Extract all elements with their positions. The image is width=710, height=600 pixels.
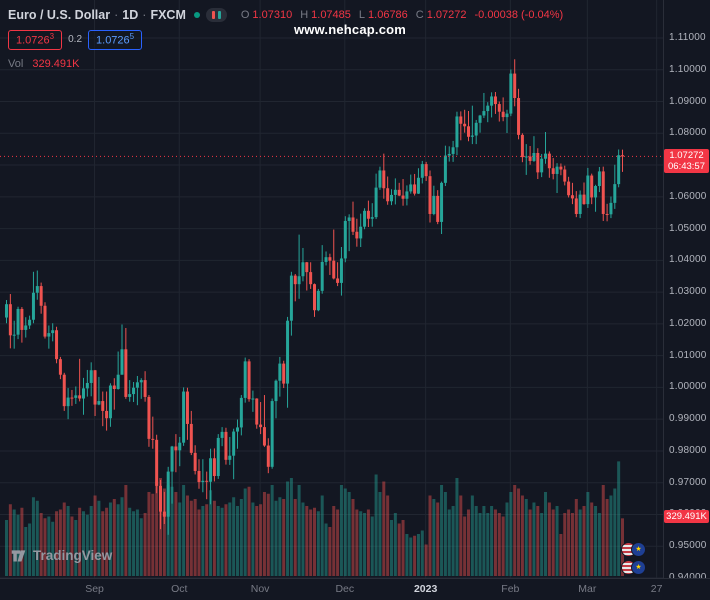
close-label: C — [415, 9, 424, 21]
volume-value: 329.491K — [32, 57, 80, 70]
mini-bar-up-icon — [217, 11, 221, 19]
market-status-icon[interactable] — [193, 12, 200, 18]
price-tick-label: 0.97000 — [669, 476, 707, 488]
last-price-value: 1.07272 — [669, 150, 704, 162]
volume-legend[interactable]: Vol 329.491K — [8, 58, 563, 70]
price-tick-label: 1.04000 — [669, 254, 707, 266]
separator: · — [142, 8, 147, 22]
volume-axis-label: 329.491K — [664, 510, 709, 524]
sell-price-pip: 3 — [49, 32, 55, 41]
price-tick-label: 1.08000 — [669, 127, 707, 139]
exchange-label: FXCM — [150, 8, 186, 22]
eu-flag-icon: ★ — [631, 542, 646, 557]
price-tick-label: 1.05000 — [669, 222, 707, 234]
buy-price-button[interactable]: 1.07265 — [88, 30, 143, 50]
symbol-flag-badges: ★ ★ — [621, 542, 646, 575]
bar-countdown: 06:43:57 — [668, 161, 705, 173]
symbol-title[interactable]: Euro / U.S. Dollar · 1D · FXCM — [8, 8, 186, 22]
time-axis-label: Nov — [250, 583, 270, 595]
tradingview-logo-icon — [11, 550, 26, 562]
price-axis[interactable]: 1.110001.100001.090001.080001.070001.060… — [663, 0, 710, 583]
high-label: H — [300, 9, 309, 21]
chart-legend: Euro / U.S. Dollar · 1D · FXCM O 1.07310 … — [8, 6, 563, 70]
low-label: L — [358, 9, 366, 21]
buy-price-pip: 5 — [129, 32, 135, 41]
price-tick-label: 1.09000 — [669, 95, 707, 107]
tradingview-logo[interactable]: TradingView — [10, 547, 112, 564]
sell-price-button[interactable]: 1.07263 — [8, 30, 63, 50]
price-tick-label: 1.06000 — [669, 190, 707, 202]
interval-label: 1D — [122, 8, 139, 22]
high-value: 1.07485 — [311, 9, 351, 21]
last-price-label[interactable]: 1.07272 06:43:57 — [664, 149, 709, 174]
price-tick-label: 0.98000 — [669, 444, 707, 456]
pair-badge: ★ — [621, 560, 646, 575]
time-axis-label: Oct — [171, 583, 188, 595]
price-tick-label: 1.00000 — [669, 381, 707, 393]
price-tick-label: 1.10000 — [669, 63, 707, 75]
legend-toggle-pill[interactable] — [205, 8, 227, 22]
eu-flag-icon: ★ — [631, 560, 646, 575]
time-axis-label: Sep — [85, 583, 104, 595]
price-tick-label: 0.94000 — [669, 572, 707, 583]
open-value: 1.07310 — [252, 9, 293, 21]
price-tick-label: 1.03000 — [669, 286, 707, 298]
open-label: O — [240, 9, 250, 21]
time-axis[interactable]: Sep Oct Nov Dec 2023 Feb Mar 27 — [0, 578, 710, 600]
time-axis-label: Mar — [578, 583, 597, 595]
low-value: 1.06786 — [368, 9, 408, 21]
price-chart-canvas[interactable] — [0, 0, 663, 578]
separator: · — [114, 8, 119, 22]
price-tick-label: 0.95000 — [669, 540, 707, 552]
price-tick-label: 1.02000 — [669, 317, 707, 329]
time-axis-label: 2023 — [413, 583, 438, 595]
spread-value: 0.2 — [68, 34, 83, 46]
close-value: 1.07272 — [426, 9, 467, 21]
time-axis-label: Feb — [501, 583, 520, 595]
price-tick-label: 1.11000 — [669, 32, 706, 43]
time-axis-label: Dec — [335, 583, 355, 595]
change-value: -0.00038 (-0.04%) — [474, 9, 564, 21]
mini-bar-down-icon — [211, 11, 215, 19]
price-tick-label: 1.01000 — [669, 349, 707, 361]
price-tick-label: 0.99000 — [669, 413, 707, 425]
tradingview-logo-text: TradingView — [33, 548, 113, 563]
watermark: www.nehcap.com — [293, 22, 407, 37]
time-axis-label: 27 — [650, 583, 663, 595]
volume-label: Vol — [8, 57, 24, 70]
pair-badge: ★ — [621, 542, 646, 557]
ohlc-values: O 1.07310 H 1.07485 L 1.06786 C 1.07272 -0.0… — [233, 9, 563, 21]
symbol-name: Euro / U.S. Dollar — [8, 8, 111, 22]
